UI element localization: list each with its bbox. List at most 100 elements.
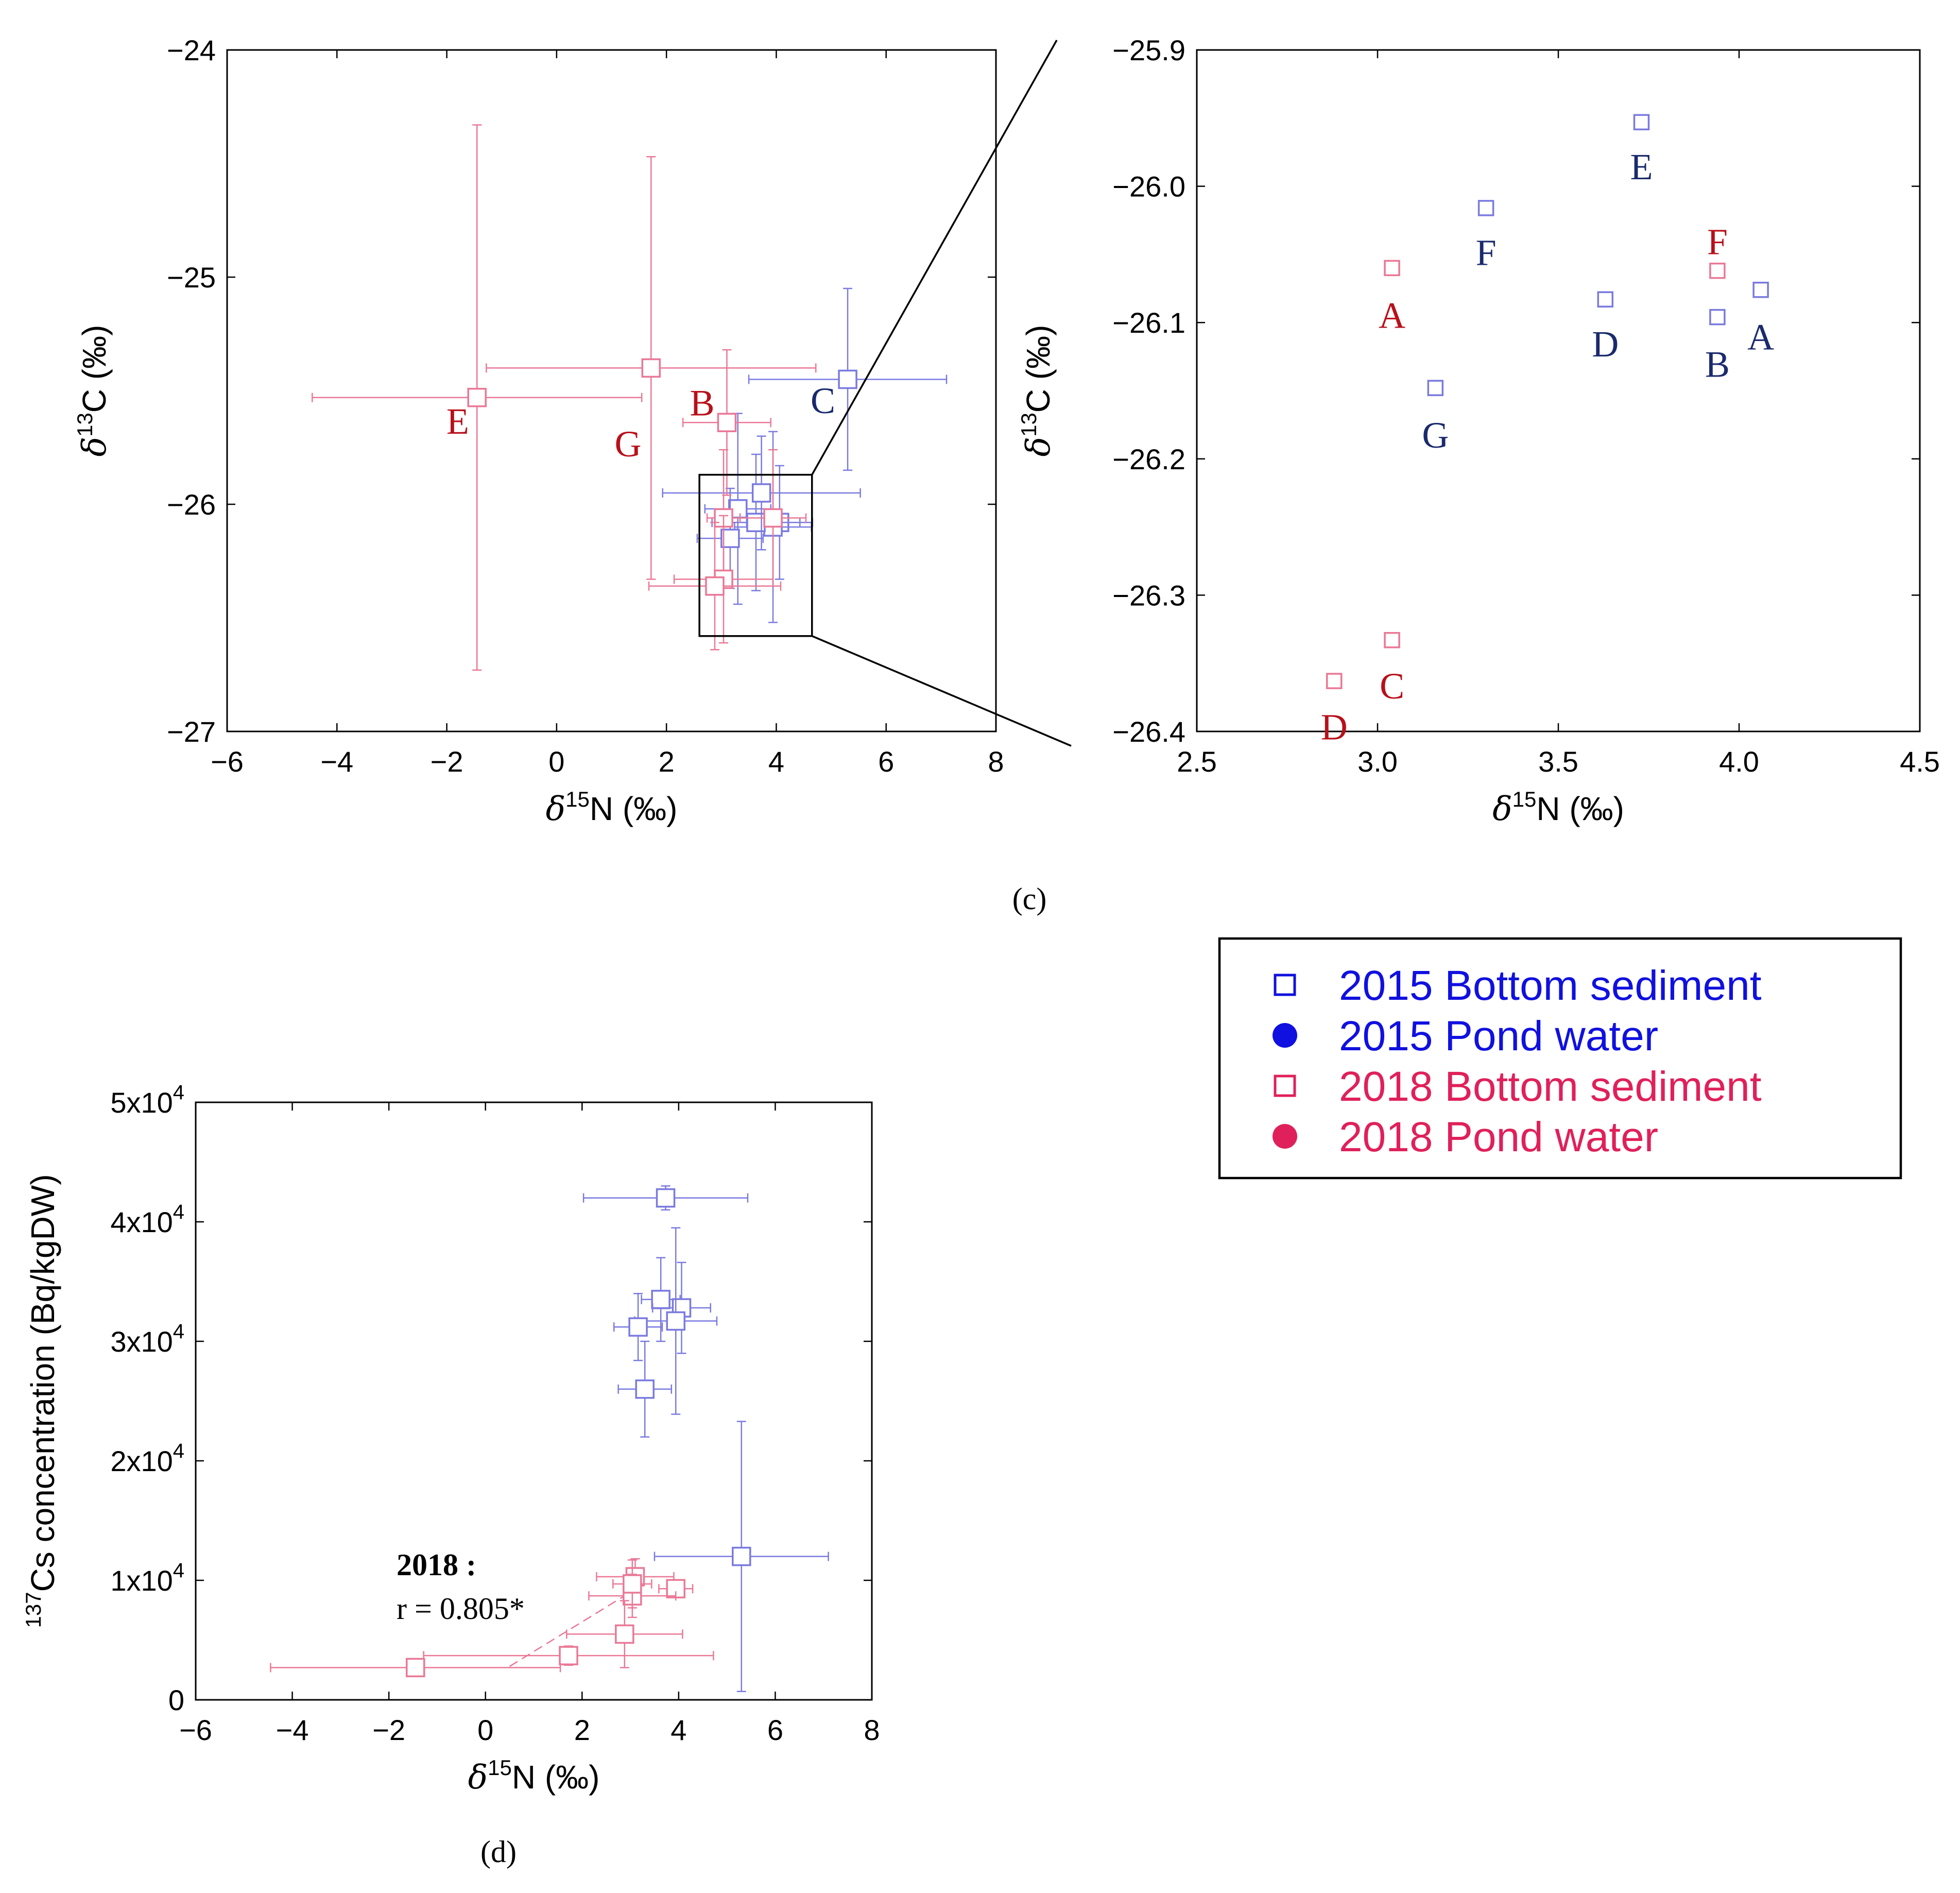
annotation-correlation: r = 0.805*	[397, 1592, 525, 1626]
point-label-2015-A: A	[1747, 317, 1774, 358]
y-tick-label: −25.9	[1112, 34, 1185, 66]
legend-item-label: 2018 Pond water	[1339, 1114, 1658, 1161]
point-label-2015-F: F	[1476, 232, 1497, 274]
x-axis-label-superscript: 15	[488, 1755, 512, 1780]
data-point-2018	[559, 1646, 578, 1665]
y-axis-label: δ13C (‰)	[73, 325, 114, 457]
y-tick-label: −26.4	[1112, 715, 1185, 748]
y-tick-label: −27	[167, 715, 216, 748]
y-tick-label-exponent: 4	[173, 1081, 184, 1104]
x-tick-label: 6	[878, 745, 894, 778]
data-point-2018	[623, 1574, 642, 1594]
x-tick-label: 2	[659, 745, 675, 778]
x-tick-label: −2	[431, 745, 463, 778]
data-point-2015-E	[1633, 114, 1650, 130]
legend-item-label: 2018 Bottom sediment	[1339, 1063, 1762, 1110]
y-tick-label: 5x104	[110, 1081, 184, 1119]
y-tick-label: 2x104	[110, 1440, 184, 1477]
data-point-2015	[651, 1290, 670, 1309]
x-axis-label: δ15N (‰)	[468, 1755, 600, 1797]
point-label-2015-E: E	[1630, 146, 1653, 187]
x-tick-label: 4	[670, 1714, 686, 1746]
legend-item-label: 2015 Bottom sediment	[1339, 962, 1762, 1009]
zoom-connector-bottom	[812, 635, 1072, 747]
legend-item-label: 2015 Pond water	[1339, 1013, 1658, 1060]
data-point-2018-D	[705, 576, 725, 596]
data-point-2015	[628, 1317, 648, 1337]
x-tick-label: 8	[988, 745, 1004, 778]
data-point-2018-D	[1326, 673, 1343, 689]
x-tick-label: 2.5	[1177, 745, 1217, 778]
data-point-2018-F	[763, 508, 783, 528]
y-tick-label: 3x104	[110, 1320, 184, 1358]
y-axis-label-superscript: 13	[1017, 413, 1041, 437]
data-point-2015-D	[1597, 291, 1614, 308]
point-label-2015-D: D	[1592, 323, 1619, 365]
plot-frame	[1196, 49, 1921, 732]
y-tick-label-exponent: 4	[173, 1559, 184, 1582]
data-point-2015-B	[1709, 309, 1726, 326]
y-tick-label: 0	[168, 1684, 184, 1716]
x-axis-label-text: N (‰)	[590, 790, 678, 827]
point-label-2018-G: G	[614, 423, 641, 465]
point-label-2015-B: B	[1705, 344, 1730, 385]
y-axis-label-delta: δ	[1020, 437, 1058, 457]
chart-d: −6 −4 −2 0 2 4 6 801x1042x1043x1044x1045x104δ15…	[21, 1081, 880, 1797]
x-axis-label-delta: δ	[468, 1759, 488, 1797]
data-point-2015	[732, 1546, 751, 1566]
data-point-2015	[656, 1188, 676, 1208]
y-tick-label-exponent: 4	[173, 1320, 184, 1343]
zoom-box	[698, 473, 813, 637]
y-axis-label-text: C (‰)	[1020, 325, 1057, 413]
y-tick-label: −26.1	[1112, 306, 1185, 339]
y-tick-label-exponent: 4	[173, 1440, 184, 1462]
data-point-2015-C	[838, 369, 857, 389]
y-tick-label: −26.0	[1112, 170, 1185, 203]
point-label-2015-G: G	[1422, 415, 1449, 456]
data-point-2018-C	[1384, 632, 1400, 649]
y-axis-label-superscript: 13	[73, 413, 97, 437]
legend-marker-circle-icon	[1273, 1023, 1297, 1048]
data-point-2018-A	[1384, 260, 1400, 277]
x-tick-label: 8	[864, 1714, 880, 1746]
y-tick-label: 4x104	[110, 1201, 184, 1238]
x-axis-label: δ15N (‰)	[546, 787, 678, 828]
x-tick-label: 3.5	[1538, 745, 1578, 778]
x-tick-label: 0	[548, 745, 564, 778]
data-point-2018	[615, 1624, 634, 1644]
y-tick-label-base: 2x10	[110, 1445, 173, 1477]
panel-label-d: (d)	[480, 1835, 517, 1869]
data-point-2018-B	[717, 413, 737, 432]
panel-label-c: (c)	[1012, 882, 1047, 916]
y-tick-label-exponent: 4	[173, 1201, 184, 1223]
y-tick-label: −24	[167, 34, 216, 66]
plot-frame	[195, 1101, 873, 1701]
data-point-2015-F	[1477, 200, 1494, 216]
data-point-2015-E	[751, 483, 771, 503]
legend-marker-square-icon	[1274, 1075, 1296, 1097]
x-tick-label: 4.5	[1900, 745, 1940, 778]
x-tick-label: −2	[372, 1714, 405, 1746]
x-tick-label: 6	[767, 1714, 783, 1746]
x-tick-label: −6	[211, 745, 244, 778]
x-axis-label-superscript: 15	[1512, 787, 1537, 811]
point-label-2018-D: D	[1321, 706, 1348, 747]
data-point-2018-G	[641, 358, 661, 378]
x-tick-label: 3.0	[1357, 745, 1398, 778]
data-point-2015-G	[1427, 380, 1444, 396]
x-axis-label-text: N (‰)	[512, 1759, 600, 1796]
x-tick-label: −4	[320, 745, 353, 778]
data-point-2018	[405, 1658, 425, 1678]
y-axis-label-superscript: 137	[21, 1592, 45, 1628]
y-tick-label: −25	[167, 261, 216, 294]
x-tick-label: −4	[276, 1714, 309, 1746]
data-point-2018-F	[1709, 262, 1726, 279]
regression-line-2018	[509, 1585, 641, 1667]
y-tick-label-base: 4x10	[110, 1206, 173, 1238]
y-tick-label: −26.3	[1112, 579, 1185, 611]
point-label-2018-F: F	[1707, 221, 1728, 262]
data-point-2018-E	[467, 387, 487, 407]
x-tick-label: 4.0	[1719, 745, 1759, 778]
